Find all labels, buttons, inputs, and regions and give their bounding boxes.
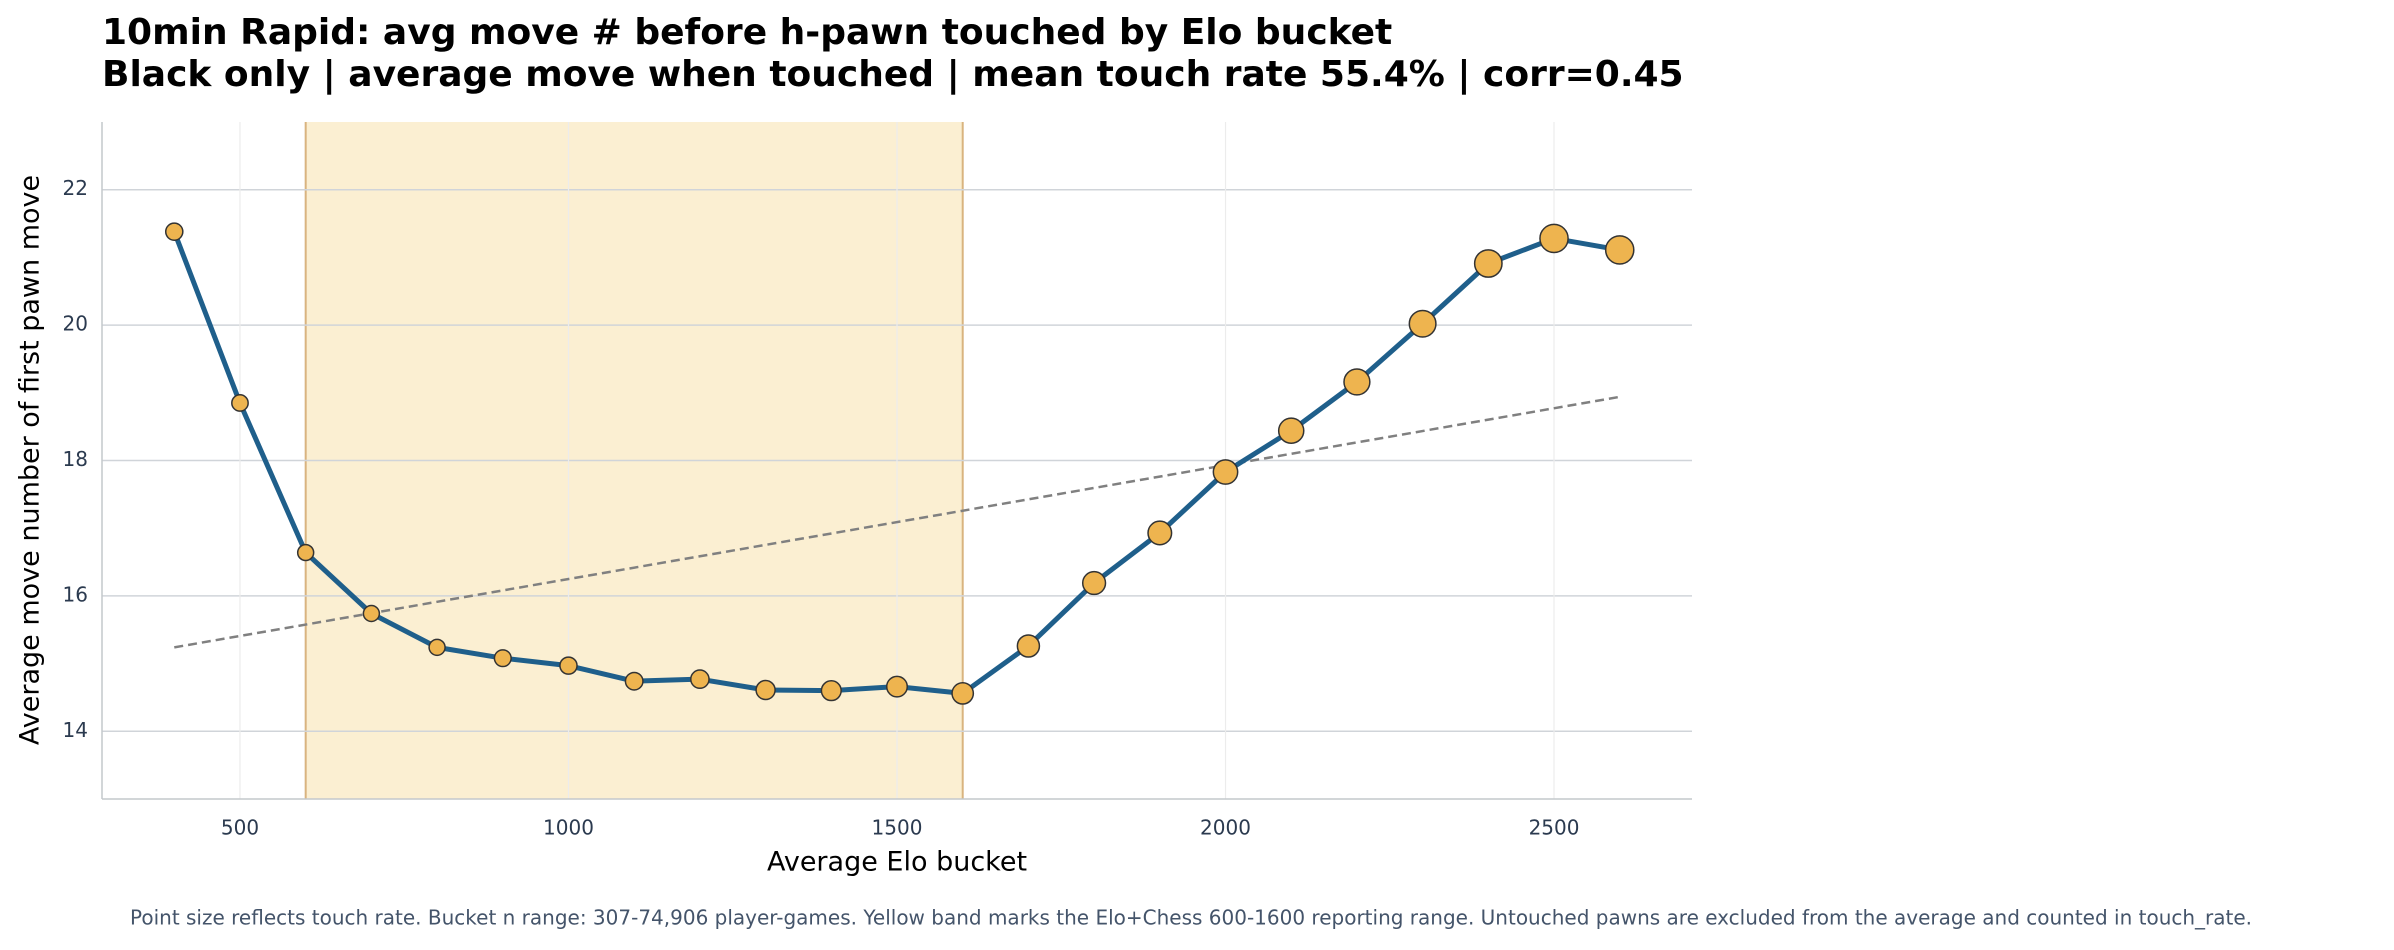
x-axis-label: Average Elo bucket: [767, 847, 1027, 878]
data-point: [1473, 249, 1503, 278]
y-axis-label: Average move number of first pawn move: [15, 175, 46, 745]
data-point: [1343, 368, 1371, 396]
y-tick-label: 16: [63, 582, 88, 606]
data-point: [164, 222, 184, 241]
data-point: [820, 680, 842, 702]
footnote: Point size reflects touch rate. Bucket n…: [130, 906, 2252, 930]
data-point: [885, 675, 909, 698]
data-point: [428, 638, 446, 657]
x-tick-label: 1500: [872, 816, 923, 840]
data-point: [755, 679, 776, 701]
data-point: [1212, 459, 1239, 485]
data-point: [1016, 634, 1041, 658]
data-point: [624, 671, 644, 691]
data-point: [559, 656, 578, 675]
data-point: [1408, 309, 1437, 338]
x-tick-label: 2000: [1200, 816, 1251, 840]
data-point: [296, 543, 315, 562]
y-tick-label: 18: [63, 447, 88, 471]
data-point: [1539, 223, 1569, 254]
data-point: [1604, 235, 1635, 265]
data-point: [362, 604, 381, 623]
y-tick-label: 14: [63, 718, 88, 742]
data-point: [1147, 520, 1173, 546]
data-point: [690, 669, 710, 690]
x-tick-label: 500: [221, 816, 259, 840]
data-point: [1081, 570, 1107, 596]
x-tick-label: 2500: [1529, 816, 1580, 840]
y-tick-label: 20: [63, 312, 88, 336]
chart-title: 10min Rapid: avg move # before h-pawn to…: [102, 12, 1392, 53]
trend-line: [174, 395, 1620, 649]
data-point: [231, 394, 249, 412]
data-point: [951, 681, 975, 705]
data-point: [1277, 417, 1305, 445]
chart-subtitle: Black only | average move when touched |…: [102, 54, 1684, 95]
y-tick-label: 22: [63, 176, 88, 200]
x-tick-label: 1000: [543, 816, 594, 840]
data-point: [493, 649, 512, 668]
